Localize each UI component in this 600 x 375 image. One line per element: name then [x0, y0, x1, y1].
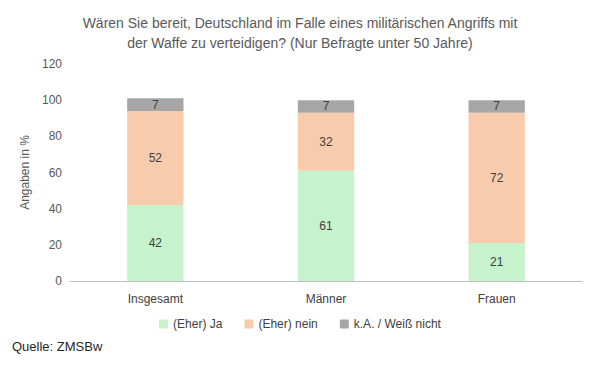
svg-text:k.A. / Weiß nicht: k.A. / Weiß nicht: [354, 317, 442, 331]
svg-text:80: 80: [49, 129, 63, 143]
svg-text:Frauen: Frauen: [478, 292, 516, 306]
svg-text:100: 100: [42, 93, 62, 107]
svg-text:61: 61: [319, 219, 333, 233]
svg-text:Angaben in %: Angaben in %: [18, 135, 32, 210]
svg-text:120: 120: [42, 57, 62, 71]
svg-text:42: 42: [149, 236, 163, 250]
svg-text:Männer: Männer: [306, 292, 347, 306]
svg-text:7: 7: [493, 99, 500, 113]
svg-text:der Waffe zu verteidigen? (Nur: der Waffe zu verteidigen? (Nur Befragte …: [127, 35, 473, 51]
svg-text:Quelle: ZMSBw: Quelle: ZMSBw: [12, 339, 103, 354]
svg-text:(Eher) nein: (Eher) nein: [258, 317, 317, 331]
svg-text:(Eher) Ja: (Eher) Ja: [173, 317, 223, 331]
svg-text:40: 40: [49, 202, 63, 216]
svg-text:20: 20: [49, 238, 63, 252]
svg-text:32: 32: [319, 135, 333, 149]
svg-text:Wären Sie bereit, Deutschland: Wären Sie bereit, Deutschland im Falle e…: [83, 15, 518, 31]
svg-text:0: 0: [55, 274, 62, 288]
svg-text:60: 60: [49, 166, 63, 180]
svg-text:Insgesamt: Insgesamt: [128, 292, 184, 306]
svg-text:21: 21: [490, 255, 504, 269]
svg-text:72: 72: [490, 171, 504, 185]
svg-text:52: 52: [149, 151, 163, 165]
svg-text:7: 7: [323, 99, 330, 113]
svg-text:7: 7: [152, 98, 159, 112]
